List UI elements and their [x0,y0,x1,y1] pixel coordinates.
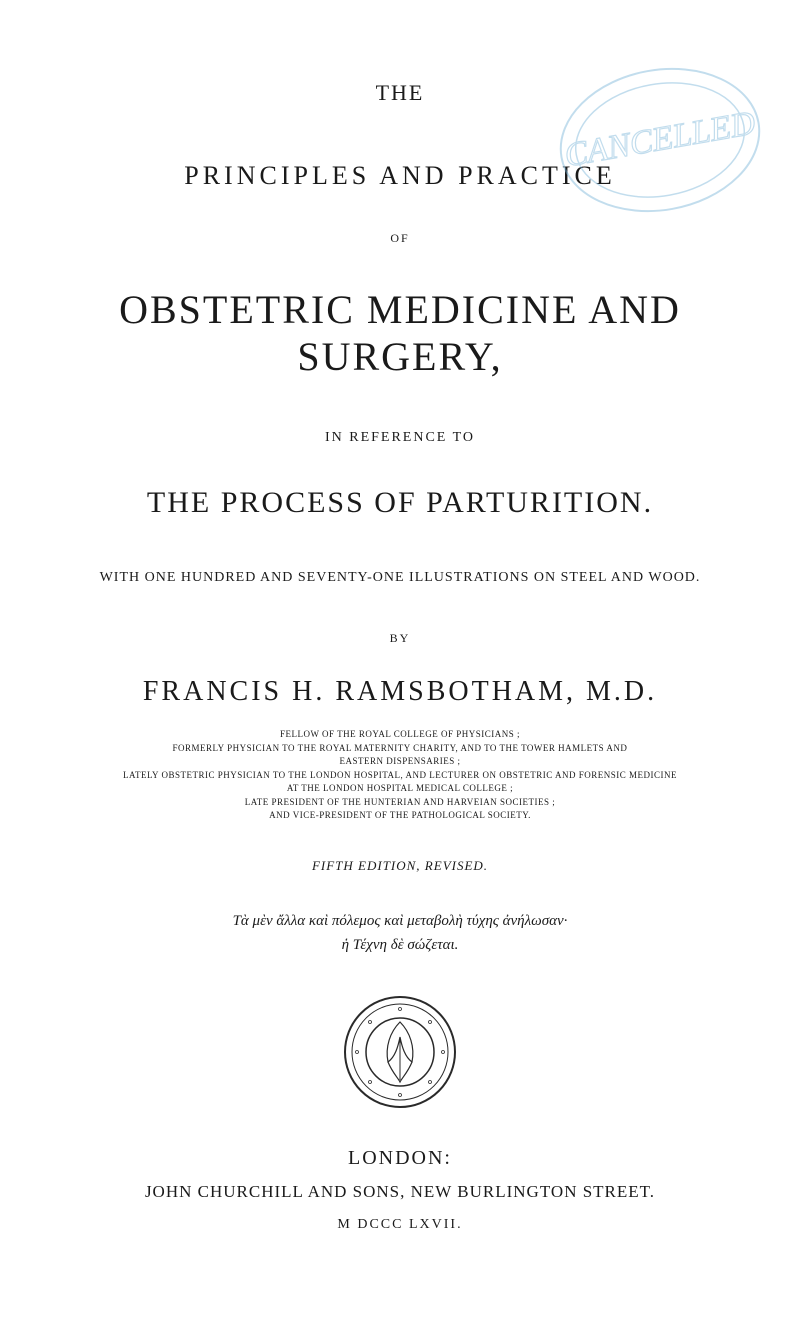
credential-line: AND VICE-PRESIDENT OF THE PATHOLOGICAL S… [60,809,740,823]
credential-line: LATE PRESIDENT OF THE HUNTERIAN AND HARV… [60,796,740,810]
publisher-line: JOHN CHURCHILL AND SONS, NEW BURLINGTON … [60,1182,740,1202]
year-label: M DCCC LXVII. [60,1217,740,1233]
credential-line: LATELY OBSTETRIC PHYSICIAN TO THE LONDON… [60,769,740,783]
publisher-emblem [60,992,740,1112]
greek-epigraph: Τὰ μὲν ἄλλα καὶ πόλεμος καὶ μεταβολὴ τύχ… [60,909,740,957]
reference-label: IN REFERENCE TO [60,430,740,446]
author-credentials: FELLOW OF THE ROYAL COLLEGE OF PHYSICIAN… [60,728,740,823]
author-name: FRANCIS H. RAMSBOTHAM, M.D. [60,676,740,708]
greek-line: Τὰ μὲν ἄλλα καὶ πόλεμος καὶ μεταβολὴ τύχ… [60,909,740,933]
main-title: OBSTETRIC MEDICINE AND SURGERY, [60,286,740,380]
credential-line: FELLOW OF THE ROYAL COLLEGE OF PHYSICIAN… [60,728,740,742]
by-label: BY [60,631,740,646]
credential-line: AT THE LONDON HOSPITAL MEDICAL COLLEGE ; [60,782,740,796]
greek-line: ἡ Τέχνη δὲ σώζεται. [60,933,740,957]
edition-label: FIFTH EDITION, REVISED. [60,858,740,874]
illustrations-note: WITH ONE HUNDRED AND SEVENTY-ONE ILLUSTR… [60,570,740,586]
london-label: LONDON: [60,1147,740,1170]
credential-line: FORMERLY PHYSICIAN TO THE ROYAL MATERNIT… [60,742,740,756]
credential-line: EASTERN DISPENSARIES ; [60,755,740,769]
cancelled-stamp: CANCELLED [530,50,770,230]
process-title: THE PROCESS OF PARTURITION. [60,486,740,520]
of-label: OF [60,231,740,246]
